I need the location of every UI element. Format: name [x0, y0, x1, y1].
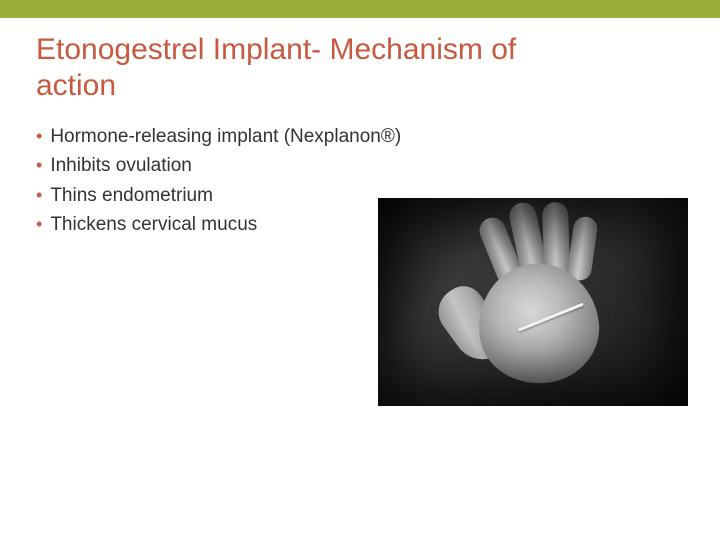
title-line-2: action [36, 69, 116, 102]
hand-illustration [425, 198, 641, 406]
finger-shape [566, 215, 599, 282]
title-line-1: Etonogestrel Implant- Mechanism of [36, 33, 516, 66]
bullet-text: Thins endometrium [50, 181, 213, 210]
bullet-icon: • [36, 151, 42, 180]
bullet-icon: • [36, 210, 42, 239]
slide-title: Etonogestrel Implant- Mechanism of actio… [0, 18, 720, 104]
bullet-icon: • [36, 122, 42, 151]
bullet-text: Inhibits ovulation [50, 151, 192, 180]
list-item: • Hormone-releasing implant (Nexplanon®) [36, 122, 720, 151]
bullet-text: Hormone-releasing implant (Nexplanon®) [50, 122, 401, 151]
accent-top-bar [0, 0, 720, 18]
bullet-icon: • [36, 181, 42, 210]
list-item: • Inhibits ovulation [36, 151, 720, 180]
implant-hand-image [378, 198, 688, 406]
bullet-text: Thickens cervical mucus [50, 210, 257, 239]
